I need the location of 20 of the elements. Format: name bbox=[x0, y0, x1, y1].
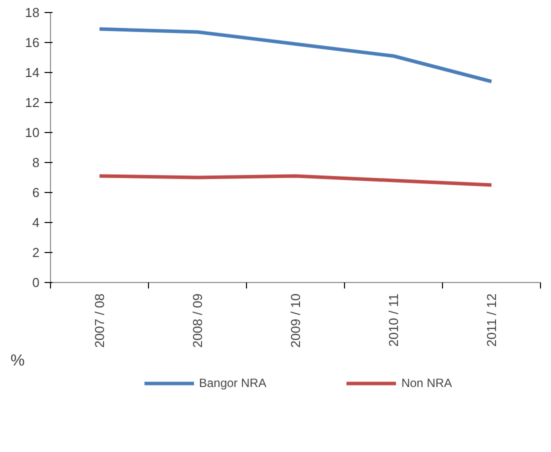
y-tick-label: 16 bbox=[25, 35, 40, 50]
y-tick-label: 14 bbox=[25, 65, 40, 80]
legend-label: Non NRA bbox=[401, 376, 452, 390]
x-tick-label: 2010 / 11 bbox=[386, 293, 401, 347]
y-tick-label: 4 bbox=[32, 215, 40, 230]
y-tick-label: 8 bbox=[32, 155, 40, 170]
y-tick-label: 6 bbox=[32, 185, 40, 200]
x-tick-label: 2008 / 09 bbox=[190, 293, 205, 348]
x-tick-label: 2009 / 10 bbox=[288, 293, 303, 348]
y-tick-label: 10 bbox=[25, 125, 40, 140]
y-tick-label: 0 bbox=[32, 275, 40, 290]
legend-label: Bangor NRA bbox=[198, 376, 266, 390]
y-tick-label: 12 bbox=[25, 95, 40, 110]
y-tick-label: 18 bbox=[25, 5, 40, 20]
line-series bbox=[98, 27, 494, 84]
x-tick-label: 2011 / 12 bbox=[484, 293, 499, 347]
y-tick-label: 2 bbox=[32, 245, 40, 260]
y-axis-title: % bbox=[10, 352, 25, 370]
line-series bbox=[98, 174, 494, 187]
x-tick-label: 2007 / 08 bbox=[92, 293, 107, 348]
